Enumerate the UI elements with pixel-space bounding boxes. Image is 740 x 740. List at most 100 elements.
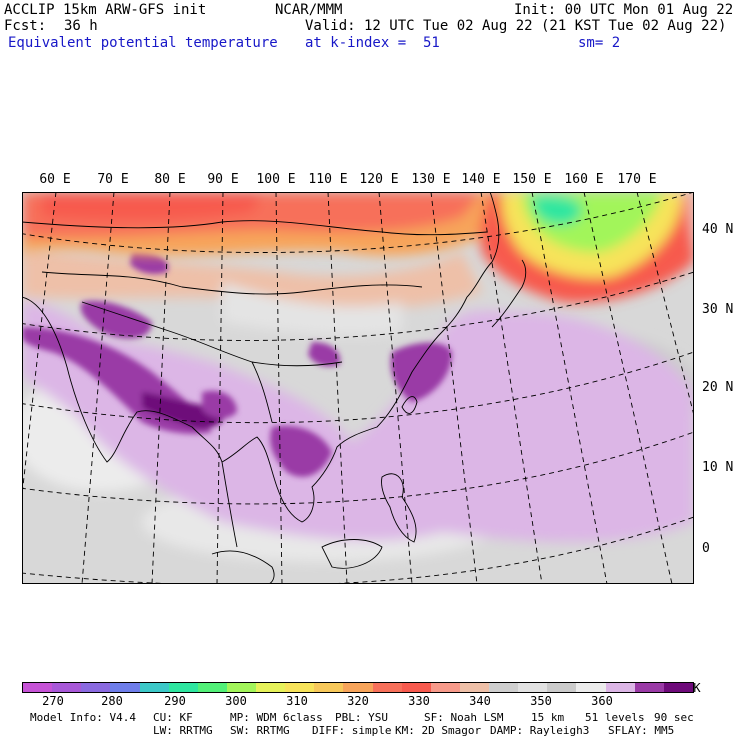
light-region-china bbox=[222, 282, 402, 337]
graticule-lat-30n bbox=[22, 271, 694, 341]
lon-label-90e: 90 E bbox=[207, 172, 239, 187]
coast-india bbox=[22, 296, 238, 548]
init-time: Init: 00 UTC Mon 01 Aug 22 bbox=[514, 2, 734, 18]
footer-mp: MP: WDM 6class bbox=[230, 711, 323, 724]
purple-core-indochina bbox=[270, 425, 332, 477]
darkpurple-core-bengal bbox=[142, 392, 225, 429]
lon-label-60e: 60 E bbox=[39, 172, 71, 187]
graticule-lat-20n bbox=[22, 351, 694, 424]
purple-core-pakistan bbox=[80, 300, 152, 339]
colorbar-swatch-7 bbox=[226, 683, 256, 692]
org-label: NCAR/MMM bbox=[275, 2, 343, 18]
graticule-lon-90e bbox=[216, 192, 224, 584]
forecast-label: Fcst: bbox=[4, 18, 47, 34]
colorbar-swatch-3 bbox=[110, 683, 140, 692]
lon-label-140e: 140 E bbox=[461, 172, 501, 187]
footer-levels: 51 levels bbox=[585, 711, 645, 724]
theta-e-map bbox=[22, 192, 694, 584]
violet-region-large bbox=[22, 310, 694, 542]
pink-edge-east bbox=[682, 192, 694, 252]
footer-cu: CU: KF bbox=[153, 711, 193, 724]
footer-lw: LW: RRTMG bbox=[153, 724, 213, 737]
colorbar-swatch-19 bbox=[576, 683, 606, 692]
graticule-lon-140e bbox=[480, 192, 543, 584]
graticule-lon-80e bbox=[151, 192, 171, 584]
colorbar-label-290: 290 bbox=[164, 694, 186, 708]
graticule-lon-130e bbox=[430, 192, 478, 584]
lat-label-40n: 40 N bbox=[702, 222, 734, 237]
colorbar-swatch-18 bbox=[547, 683, 577, 692]
lat-label-20n: 20 N bbox=[702, 380, 734, 395]
footer-resolution: 15 km bbox=[531, 711, 565, 724]
footer-damp: DAMP: Rayleigh3 bbox=[490, 724, 590, 737]
graticule-lon-110e bbox=[327, 192, 348, 584]
colorbar-label-280: 280 bbox=[101, 694, 123, 708]
colorbar-swatch-14 bbox=[430, 683, 460, 692]
graticule bbox=[22, 192, 694, 584]
lat-label-0: 0 bbox=[702, 541, 710, 556]
purple-core-central-asia bbox=[130, 252, 169, 275]
graticule-lat-40n bbox=[22, 192, 694, 253]
footer-model-info: Model Info: V4.4 bbox=[30, 711, 136, 724]
valid-time: Valid: 12 UTC Tue 02 Aug 22 (21 KST Tue … bbox=[305, 18, 727, 34]
graticule-lon-60e bbox=[22, 192, 57, 499]
graticule-lon-70e bbox=[81, 192, 115, 584]
border-burma bbox=[251, 361, 273, 423]
map-frame bbox=[22, 192, 694, 584]
colorbar-swatch-20 bbox=[605, 683, 635, 692]
colorbar-swatch-15 bbox=[459, 683, 489, 692]
colorbar-label-320: 320 bbox=[347, 694, 369, 708]
purple-core-burma bbox=[202, 390, 237, 419]
colorbar-swatch-2 bbox=[81, 683, 111, 692]
footer-pbl: PBL: YSU bbox=[335, 711, 388, 724]
forecast-hour: 36 h bbox=[64, 18, 98, 34]
coast-taiwan bbox=[401, 396, 418, 414]
colorbar-label-340: 340 bbox=[469, 694, 491, 708]
colorbar-label-350: 350 bbox=[530, 694, 552, 708]
teal-core-pacific bbox=[531, 195, 582, 225]
colorbar-swatch-4 bbox=[139, 683, 169, 692]
colorbar-swatch-8 bbox=[256, 683, 286, 692]
lon-label-170e: 170 E bbox=[617, 172, 657, 187]
colorbar-swatch-17 bbox=[518, 683, 548, 692]
smoothing-label: sm= 2 bbox=[578, 35, 621, 51]
footer-diff: DIFF: simple bbox=[312, 724, 392, 737]
colorbar-label-270: 270 bbox=[42, 694, 64, 708]
lon-label-70e: 70 E bbox=[97, 172, 129, 187]
colorbar-swatch-16 bbox=[489, 683, 519, 692]
colorbar-label-330: 330 bbox=[408, 694, 430, 708]
lon-label-100e: 100 E bbox=[256, 172, 296, 187]
footer-sf: SF: Noah LSM bbox=[424, 711, 504, 724]
colorbar-swatch-12 bbox=[372, 683, 402, 692]
colorbar-swatch-1 bbox=[52, 683, 82, 692]
lon-label-160e: 160 E bbox=[564, 172, 604, 187]
map-panel bbox=[22, 192, 694, 584]
border-north bbox=[22, 220, 488, 236]
purple-core-sichuan bbox=[308, 342, 341, 367]
colorbar-swatch-6 bbox=[197, 683, 227, 692]
colorbar-label-360: 360 bbox=[591, 694, 613, 708]
footer-sflay: SFLAY: MM5 bbox=[608, 724, 675, 737]
graticule-lon-170e bbox=[636, 192, 694, 418]
field-name: Equivalent potential temperature bbox=[8, 35, 278, 51]
red-core-siberia bbox=[42, 192, 262, 221]
lat-label-30n: 30 N bbox=[702, 302, 734, 317]
lon-label-130e: 130 E bbox=[411, 172, 451, 187]
colorbar bbox=[22, 682, 694, 693]
graticule-lat-0 bbox=[22, 516, 694, 584]
colorbar-swatch-0 bbox=[23, 683, 53, 692]
colorbar-unit: K bbox=[693, 681, 701, 695]
footer-km: KM: 2D Smagor bbox=[395, 724, 482, 737]
coast-borneo bbox=[321, 539, 383, 569]
colorbar-swatch-13 bbox=[401, 683, 431, 692]
colorbar-swatch-10 bbox=[314, 683, 344, 692]
coast-philippines bbox=[381, 473, 417, 543]
coast-sumatra bbox=[211, 550, 275, 584]
graticule-lon-150e bbox=[531, 192, 608, 584]
lon-label-150e: 150 E bbox=[512, 172, 552, 187]
colorbar-label-300: 300 bbox=[225, 694, 247, 708]
graticule-lon-120e bbox=[378, 192, 413, 584]
colorbar-swatch-21 bbox=[634, 683, 664, 692]
lon-label-120e: 120 E bbox=[359, 172, 399, 187]
colorbar-label-310: 310 bbox=[286, 694, 308, 708]
